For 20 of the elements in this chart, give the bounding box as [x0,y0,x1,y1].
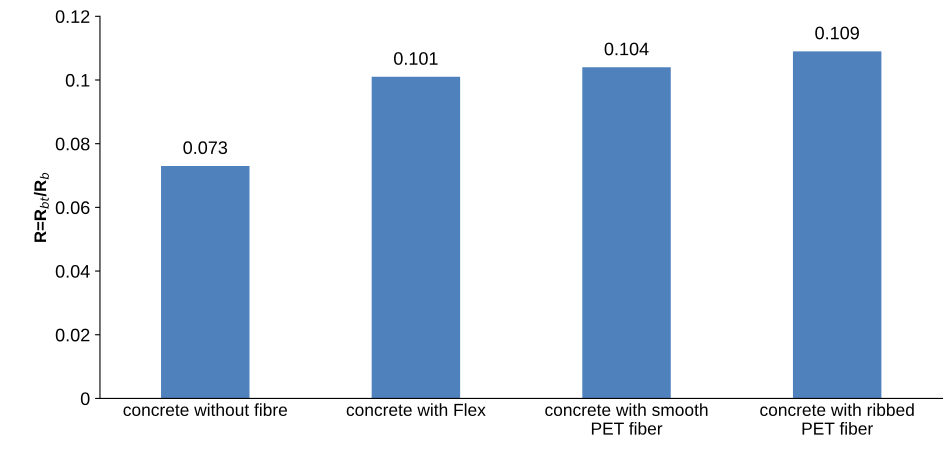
y-tick-label: 0.06 [56,201,90,214]
x-tick-label: concrete with ribbed PET fiber [760,403,914,435]
y-tick-label: 0.04 [56,264,90,278]
bar [582,67,671,398]
data-label: 0.104 [604,42,649,56]
data-label: 0.101 [394,52,438,65]
y-tick-label: 0.12 [56,10,90,24]
data-label: 0.109 [815,26,859,40]
y-axis-title: R=R$_{bt}$/R$_{b}$ [34,172,49,242]
data-label: 0.073 [183,141,228,154]
y-tick-label: 0 [80,392,90,406]
x-tick-label: concrete without fibre [124,403,288,416]
y-tick-label: 0.02 [56,328,90,342]
bar [161,166,250,398]
x-tick-label: concrete with Flex [346,403,486,416]
x-tick-label: concrete with smooth PET fiber [545,403,708,435]
bar [792,51,882,398]
bar [372,76,460,398]
y-tick-label: 0.08 [56,138,90,150]
y-tick-label: 0.1 [66,74,90,87]
